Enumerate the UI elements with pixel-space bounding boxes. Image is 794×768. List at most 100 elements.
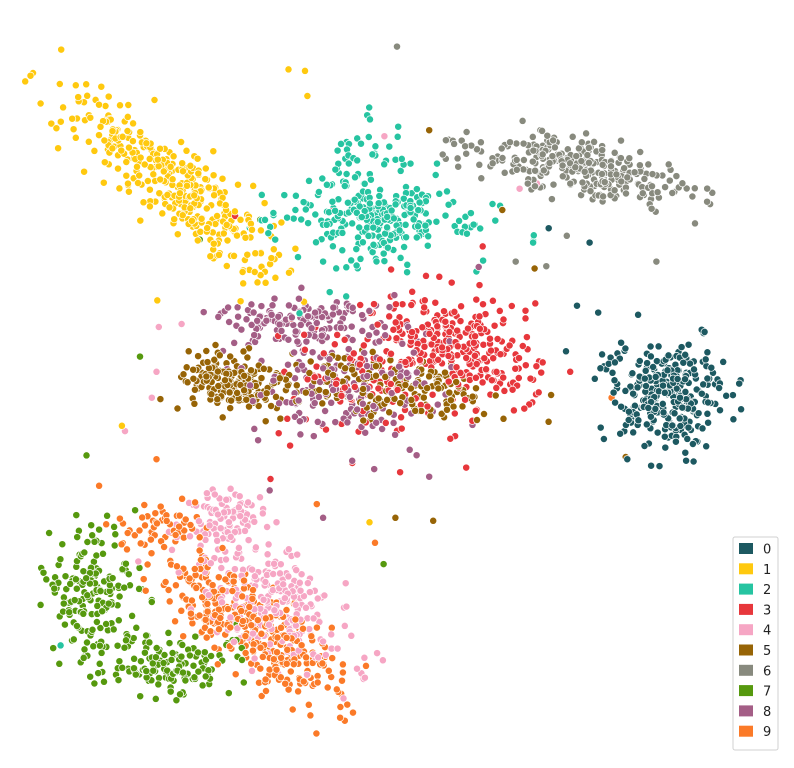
point-class-3 — [310, 373, 319, 382]
point-class-0 — [715, 384, 724, 392]
point-class-4 — [515, 184, 524, 193]
point-class-6 — [538, 150, 547, 159]
point-class-4 — [226, 532, 235, 541]
point-class-7 — [96, 587, 105, 596]
point-class-2 — [424, 232, 433, 241]
point-class-9 — [141, 521, 149, 530]
point-class-1 — [135, 171, 144, 180]
point-class-2 — [325, 288, 334, 297]
point-class-3 — [300, 345, 309, 354]
point-class-4 — [258, 509, 267, 518]
point-class-2 — [435, 189, 444, 198]
point-class-5 — [391, 513, 400, 522]
point-class-4 — [205, 521, 214, 530]
point-class-8 — [363, 362, 371, 370]
point-class-2 — [297, 215, 306, 224]
point-class-4 — [224, 518, 233, 527]
point-class-5 — [221, 376, 229, 385]
point-class-7 — [88, 625, 97, 634]
point-class-8 — [390, 291, 399, 300]
point-class-3 — [479, 300, 487, 309]
point-class-2 — [364, 133, 373, 141]
point-class-9 — [206, 627, 215, 636]
point-class-6 — [664, 160, 673, 169]
point-class-8 — [331, 418, 340, 427]
point-class-0 — [617, 402, 626, 411]
point-class-8 — [358, 326, 367, 335]
point-class-8 — [385, 303, 394, 312]
point-class-9 — [253, 616, 262, 625]
point-class-2 — [365, 103, 374, 112]
point-class-8 — [237, 325, 246, 334]
point-class-3 — [387, 265, 396, 274]
point-class-4 — [251, 543, 260, 552]
point-class-9 — [288, 705, 297, 714]
point-class-7 — [142, 631, 151, 640]
point-class-8 — [267, 310, 276, 319]
point-class-3 — [370, 300, 378, 309]
point-class-4 — [250, 572, 259, 581]
point-class-5 — [472, 384, 480, 393]
point-class-9 — [371, 538, 379, 547]
point-class-8 — [425, 472, 434, 481]
point-class-5 — [341, 364, 350, 373]
point-class-2 — [529, 238, 538, 247]
point-class-0 — [573, 301, 581, 310]
point-class-2 — [389, 214, 398, 223]
point-class-1 — [82, 80, 91, 89]
point-class-7 — [93, 601, 102, 610]
point-class-5 — [401, 380, 410, 389]
point-class-5 — [452, 378, 461, 386]
point-class-9 — [336, 713, 345, 722]
point-class-0 — [640, 442, 649, 450]
point-class-1 — [190, 191, 199, 200]
point-class-2 — [406, 159, 415, 168]
point-class-4 — [302, 603, 310, 612]
point-class-1 — [97, 82, 106, 91]
point-class-2 — [433, 159, 441, 168]
point-class-6 — [678, 179, 687, 188]
point-class-2 — [343, 198, 352, 207]
point-class-2 — [397, 154, 406, 163]
point-class-8 — [348, 336, 357, 344]
point-class-9 — [256, 664, 265, 673]
point-class-6 — [672, 172, 681, 181]
point-class-5 — [202, 372, 211, 381]
point-class-2 — [304, 219, 313, 228]
point-class-9 — [273, 633, 282, 642]
point-class-7 — [167, 655, 176, 664]
point-class-9 — [237, 607, 246, 615]
point-class-1 — [166, 162, 175, 171]
point-class-3 — [488, 296, 497, 305]
point-class-0 — [722, 391, 731, 400]
point-class-6 — [538, 126, 547, 135]
point-class-2 — [369, 223, 378, 232]
point-class-9 — [349, 708, 357, 717]
point-class-6 — [476, 138, 485, 147]
point-class-5 — [239, 347, 248, 356]
point-class-1 — [285, 268, 293, 277]
point-class-1 — [100, 158, 109, 167]
point-class-4 — [250, 517, 259, 526]
point-class-4 — [342, 602, 351, 611]
point-class-9 — [140, 501, 149, 509]
point-class-1 — [186, 161, 195, 170]
point-class-9 — [238, 592, 247, 601]
point-class-1 — [100, 136, 109, 145]
point-class-3 — [397, 413, 406, 422]
point-class-1 — [114, 164, 122, 173]
point-class-6 — [652, 257, 661, 266]
point-class-0 — [594, 308, 603, 317]
point-class-9 — [152, 455, 161, 464]
point-class-7 — [160, 651, 169, 659]
point-class-7 — [115, 592, 124, 601]
point-class-5 — [530, 264, 539, 273]
point-class-8 — [372, 418, 381, 427]
point-class-6 — [441, 136, 450, 145]
point-class-3 — [356, 301, 365, 309]
point-class-1 — [173, 230, 182, 239]
point-class-3 — [534, 388, 543, 397]
point-class-5 — [267, 402, 276, 410]
point-class-7 — [82, 451, 91, 460]
point-class-6 — [512, 165, 521, 174]
